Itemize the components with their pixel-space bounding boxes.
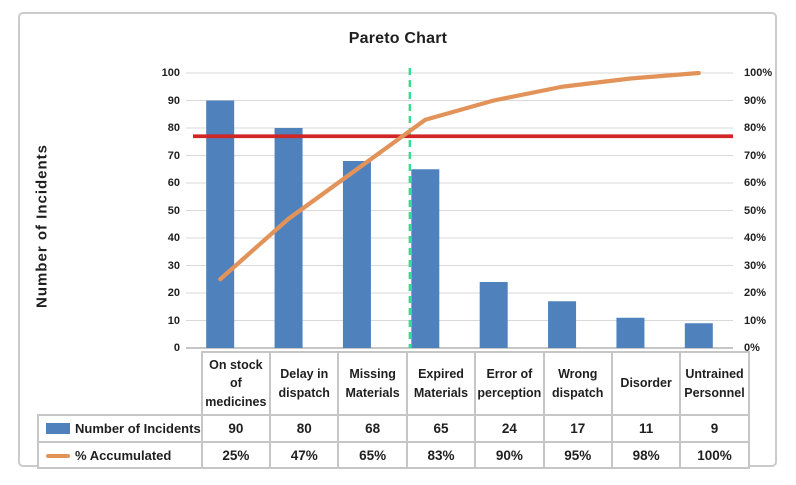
value-cell: 95% <box>542 441 613 469</box>
category-header-cell: Delay in dispatch <box>269 351 340 416</box>
right-axis-tick-label: 60% <box>744 177 767 189</box>
value-cell: 90% <box>474 441 545 469</box>
legend-cell: Number of Incidents <box>37 414 203 443</box>
legend-label: Number of Incidents <box>75 421 201 436</box>
value-cell: 68 <box>337 414 408 443</box>
y-axis-tick-label: 0 <box>173 342 180 354</box>
value-cell: 65% <box>337 441 408 469</box>
legend-label: % Accumulated <box>75 447 172 463</box>
chart-title: Pareto Chart <box>348 30 448 47</box>
bar <box>206 100 235 348</box>
table-corner-empty-cell <box>38 352 202 415</box>
cumulative-line <box>218 70 701 282</box>
value-cell: 17 <box>542 414 613 443</box>
y-axis-tick-label: 80 <box>167 122 180 134</box>
value-cell: 65 <box>405 414 477 443</box>
right-axis-tick-label: 100% <box>744 67 773 79</box>
category-header-cell: On stock of medicines <box>200 351 272 416</box>
y-axis-tick-label: 90 <box>167 94 180 107</box>
category-header-cell: Wrong dispatch <box>542 351 613 416</box>
bar <box>616 317 645 348</box>
right-axis-tick-label: 80% <box>744 122 767 134</box>
bar <box>274 128 303 348</box>
legend-cell: % Accumulated <box>37 441 203 469</box>
y-axis-tick-label: 50 <box>167 204 180 217</box>
right-axis-tick-label: 50% <box>744 204 767 217</box>
right-axis-tick-label: 70% <box>744 149 767 162</box>
bar <box>411 169 440 348</box>
y-axis-tick-label: 40 <box>167 232 180 244</box>
category-header-cell: Missing Materials <box>337 351 408 416</box>
value-cell: 25% <box>200 441 272 469</box>
y-axis-tick-label: 60 <box>167 177 180 189</box>
y-axis-tick-label: 30 <box>167 259 180 272</box>
y-axis-tick-label: 20 <box>167 287 180 299</box>
right-axis-tick-label: 0% <box>744 342 760 354</box>
value-cell: 24 <box>474 414 545 443</box>
value-cell: 47% <box>269 441 340 469</box>
value-cell: 11 <box>610 414 682 443</box>
right-axis-tick-label: 30% <box>744 259 767 272</box>
right-axis-tick-label: 10% <box>744 314 767 327</box>
category-header-cell: Untrained Personnel <box>679 351 750 416</box>
bar <box>684 323 713 348</box>
bar <box>342 161 371 348</box>
category-header-cell: Disorder <box>610 351 682 416</box>
y-axis-tick-label: 100 <box>161 67 180 79</box>
value-cell: 100% <box>679 441 750 469</box>
value-cell: 98% <box>610 441 682 469</box>
data-table: On stock of medicines Delay in dispatch Mi… <box>37 351 750 469</box>
bar <box>479 282 508 348</box>
line-legend-swatch-icon <box>46 453 70 458</box>
right-axis-tick-label: 40% <box>744 232 767 244</box>
y-axis-tick-label: 10 <box>167 314 180 327</box>
right-axis-tick-label: 90% <box>744 94 767 107</box>
bar-legend-swatch-icon <box>46 423 70 434</box>
value-cell: 80 <box>269 414 340 443</box>
category-header-cell: Expired Materials <box>405 351 477 416</box>
value-cell: 90 <box>200 414 272 443</box>
right-axis-tick-label: 20% <box>744 287 767 299</box>
y-axis-tick-label: 70 <box>167 149 180 162</box>
category-header-cell: Error of perception <box>474 351 545 416</box>
value-cell: 83% <box>405 441 477 469</box>
value-cell: 9 <box>679 414 750 443</box>
bar <box>548 301 577 348</box>
